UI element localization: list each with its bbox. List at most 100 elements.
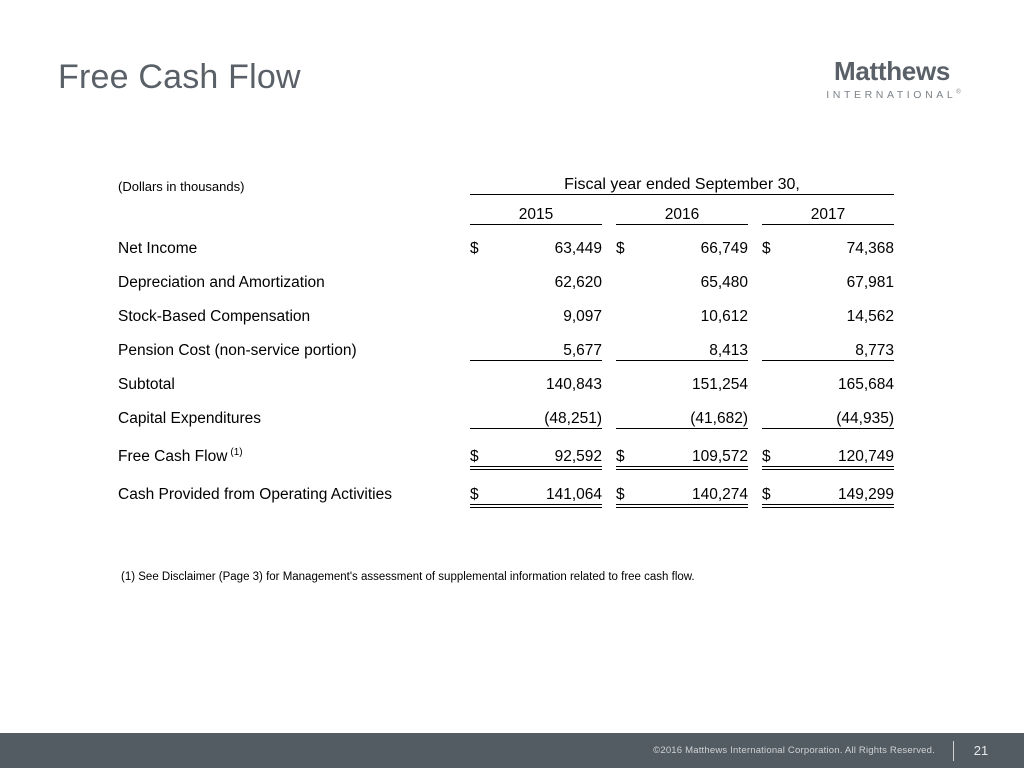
matthews-logo: Matthews INTERNATIONAL® [802,56,982,101]
value-cell: 92,592 [496,428,602,470]
row-label-text: Cash Provided from Operating Activities [118,486,392,503]
column-gap [602,292,616,326]
value-cell: (48,251) [496,394,602,429]
value-cell: 140,843 [545,376,602,393]
value-cell: 8,773 [788,326,894,361]
free-cash-flow-table: (Dollars in thousands) Fiscal year ended … [118,160,894,508]
value-cell: 14,562 [846,308,894,325]
currency-symbol-3: $ [762,466,788,508]
currency-symbol-1 [470,258,496,292]
table-row: Free Cash Flow (1) $92,592 $109,572 $120,749 [118,428,894,470]
value-cell: 8,413 [642,326,748,361]
table-row: Net Income $63,449 $66,749 $74,368 [118,224,894,258]
registered-mark-icon: ® [956,89,961,96]
column-gap [602,258,616,292]
row-label-text: Subtotal [118,376,175,393]
column-gap [602,224,616,258]
column-gap [602,428,616,466]
value-cell: 66,749 [700,240,748,257]
column-gap [748,394,762,428]
page-number: 21 [973,743,989,758]
column-header-2015: 2015 [470,194,602,225]
row-label: Cash Provided from Operating Activities [118,466,470,504]
fiscal-year-header: Fiscal year ended September 30, [470,160,894,195]
currency-symbol-3 [762,292,788,326]
table-row: Subtotal 140,843 151,254 165,684 [118,360,894,394]
footnote-text: (1) See Disclaimer (Page 3) for Manageme… [121,571,695,583]
currency-symbol-3 [762,394,788,429]
value-cell: 165,684 [837,376,894,393]
currency-symbol-2: $ [616,428,642,470]
column-header-2016: 2016 [616,194,748,225]
currency-symbol-3: $ [762,240,771,257]
units-label: (Dollars in thousands) [118,179,245,194]
column-gap [748,326,762,360]
row-label-text: Pension Cost (non-service portion) [118,342,357,359]
column-gap [602,326,616,360]
value-cell: 140,274 [642,466,748,508]
currency-symbol-2: $ [616,240,625,257]
column-gap [748,292,762,326]
currency-symbol-3 [762,360,788,394]
value-cell: 62,620 [554,274,602,291]
logo-subtitle-text: INTERNATIONAL [826,89,957,102]
table-row: Pension Cost (non-service portion) 5,677 8… [118,326,894,361]
currency-symbol-3 [762,326,788,361]
row-label-text: Net Income [118,240,198,257]
currency-symbol-2 [616,258,642,292]
value-cell: (41,682) [642,394,748,429]
table-header-row-span: (Dollars in thousands) Fiscal year ended … [118,160,894,195]
column-gap [748,224,762,258]
footer-copyright: ©2016 Matthews International Corporation… [653,745,935,756]
column-gap [748,466,762,504]
value-cell: 65,480 [700,274,748,291]
currency-symbol-1: $ [470,240,479,257]
logo-wordmark: Matthews [833,56,951,86]
column-gap [602,360,616,394]
value-cell: 9,097 [563,308,602,325]
footer-bar: ©2016 Matthews International Corporation… [0,733,1024,768]
row-label: Net Income [118,224,470,258]
currency-symbol-2: $ [616,466,642,508]
currency-symbol-2 [616,292,642,326]
currency-symbol-3 [762,258,788,292]
column-gap [602,394,616,428]
value-cell: 74,368 [846,240,894,257]
row-label: Subtotal [118,360,470,394]
currency-symbol-1 [470,360,496,394]
currency-symbol-1: $ [470,428,496,470]
footnote-marker: (1) [230,446,243,458]
currency-symbol-1 [470,292,496,326]
value-cell: 141,064 [496,466,602,508]
table-row: Depreciation and Amortization 62,620 65,48… [118,258,894,292]
column-gap [748,194,762,224]
column-gap [602,466,616,504]
currency-symbol-3: $ [762,428,788,470]
currency-symbol-1 [470,326,496,361]
table-row: Cash Provided from Operating Activities $… [118,466,894,508]
value-cell: 149,299 [788,466,894,508]
table-row: Stock-Based Compensation 9,097 10,612 14,56… [118,292,894,326]
value-cell: 10,612 [700,308,748,325]
value-cell: 67,981 [846,274,894,291]
page-title: Free Cash Flow [58,58,301,96]
column-gap [748,258,762,292]
column-gap [748,360,762,394]
header-spacer [118,194,470,224]
table-header-row-years: 2015 2016 2017 [118,194,894,225]
value-cell: (44,935) [788,394,894,429]
row-label: Capital Expenditures [118,394,470,428]
value-cell: 109,572 [642,428,748,470]
row-label: Pension Cost (non-service portion) [118,326,470,360]
row-label: Stock-Based Compensation [118,292,470,326]
logo-subtitle: INTERNATIONAL® [802,89,982,101]
row-label-text: Capital Expenditures [118,410,262,427]
row-label-text: Stock-Based Compensation [118,308,311,325]
row-label: Depreciation and Amortization [118,258,470,292]
value-cell: 5,677 [496,326,602,361]
column-header-2017: 2017 [762,194,894,225]
currency-symbol-1 [470,394,496,429]
value-cell: 63,449 [554,240,602,257]
row-label-text: Depreciation and Amortization [118,274,325,291]
table-row: Capital Expenditures (48,251) (41,682) (44,… [118,394,894,429]
